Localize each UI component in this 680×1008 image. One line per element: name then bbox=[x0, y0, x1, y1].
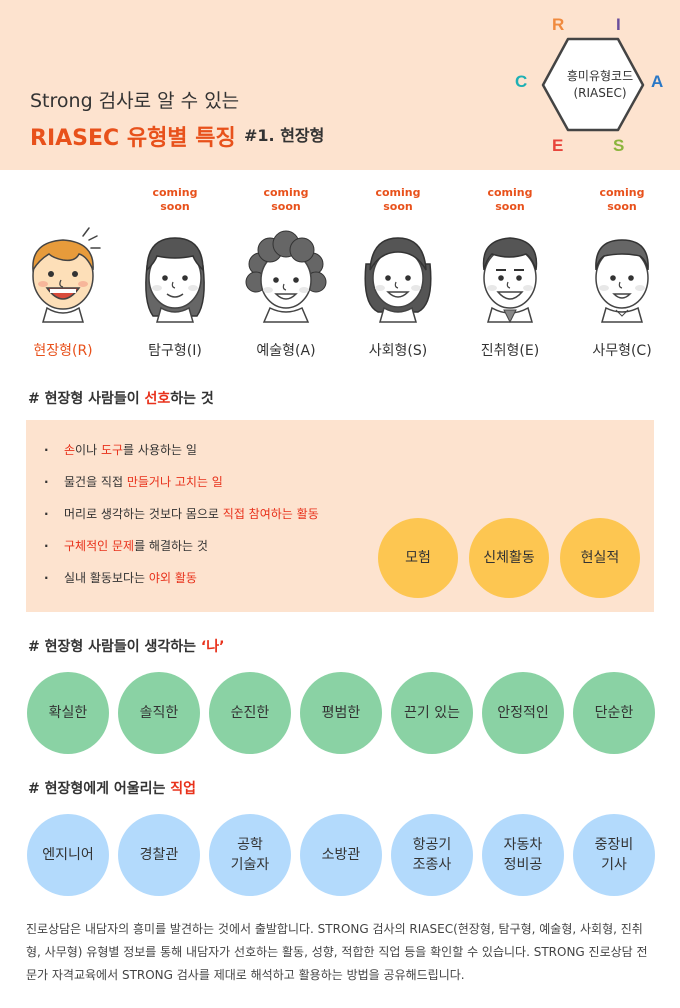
hex-letter-a: A bbox=[651, 72, 664, 91]
job-circle: 항공기 조종사 bbox=[391, 814, 473, 896]
investigative-character-icon bbox=[145, 237, 205, 323]
hex-letter-c: C bbox=[515, 72, 528, 91]
trait-circle: 끈기 있는 bbox=[391, 672, 473, 754]
type-label-a[interactable]: 예술형(A) bbox=[256, 343, 316, 359]
preferences-list: 손이나 도구를 사용하는 일물건을 직접 만들거나 고치는 일머리로 생각하는 … bbox=[44, 434, 384, 594]
conventional-character-icon bbox=[595, 239, 649, 323]
page-title: RIASEC 유형별 특징 bbox=[30, 126, 236, 151]
trait-circle: 솔직한 bbox=[118, 672, 200, 754]
trait-circle: 순진한 bbox=[209, 672, 291, 754]
footer-description: 진로상담은 내담자의 흥미를 발견하는 것에서 출발합니다. STRONG 검사… bbox=[26, 922, 648, 982]
type-label-i[interactable]: 탐구형(I) bbox=[148, 343, 202, 359]
job-circle: 경찰관 bbox=[118, 814, 200, 896]
job-circle: 소방관 bbox=[300, 814, 382, 896]
preference-item: 구체적인 문제를 해결하는 것 bbox=[44, 530, 384, 562]
coming-soon-label: coming soon bbox=[599, 186, 645, 213]
type-card-i: coming soon bbox=[120, 186, 230, 324]
preference-text: 실내 활동보다는 bbox=[64, 571, 149, 585]
preference-text: 직접 참여하는 활동 bbox=[222, 507, 319, 521]
preference-text: 구체적인 문제 bbox=[64, 539, 135, 553]
page-title-number: #1. 현장형 bbox=[244, 126, 325, 145]
trait-circle: 평범한 bbox=[300, 672, 382, 754]
preference-item: 머리로 생각하는 것보다 몸으로 직접 참여하는 활동 bbox=[44, 498, 384, 530]
keyword-circle: 현실적 bbox=[560, 518, 640, 598]
section-jobs-title: # 현장형에게 어울리는 직업 bbox=[28, 781, 197, 797]
trait-circle: 단순한 bbox=[573, 672, 655, 754]
type-card-a: coming soon bbox=[231, 186, 341, 324]
preference-text: 만들거나 고치는 일 bbox=[126, 475, 223, 489]
job-circle: 중장비 기사 bbox=[573, 814, 655, 896]
section-self-image-title: # 현장형 사람들이 생각하는 ‘나’ bbox=[28, 639, 225, 655]
realistic-character-icon bbox=[32, 227, 101, 323]
preference-item: 실내 활동보다는 야외 활동 bbox=[44, 562, 384, 594]
keyword-circle: 신체활동 bbox=[469, 518, 549, 598]
coming-soon-label: coming soon bbox=[152, 186, 198, 213]
type-label-e[interactable]: 진취형(E) bbox=[480, 343, 540, 359]
coming-soon-label: coming soon bbox=[375, 186, 421, 213]
job-circle: 엔지니어 bbox=[27, 814, 109, 896]
preference-text: 물건을 직접 bbox=[64, 475, 127, 489]
page-subtitle: Strong 검사로 알 수 있는 bbox=[30, 90, 240, 112]
preferences-box: 손이나 도구를 사용하는 일물건을 직접 만들거나 고치는 일머리로 생각하는 … bbox=[26, 420, 654, 612]
header-banner: Strong 검사로 알 수 있는 RIASEC 유형별 특징 #1. 현장형 … bbox=[0, 0, 680, 170]
keyword-circle: 모험 bbox=[378, 518, 458, 598]
coming-soon-label: coming soon bbox=[487, 186, 533, 213]
hex-letter-r: R bbox=[552, 15, 565, 34]
job-circle: 자동차 정비공 bbox=[482, 814, 564, 896]
type-label-s[interactable]: 사회형(S) bbox=[368, 343, 428, 359]
hex-letter-i: I bbox=[616, 15, 621, 34]
artistic-character-icon bbox=[245, 230, 327, 323]
preference-text: 를 해결하는 것 bbox=[134, 539, 208, 553]
preference-item: 물건을 직접 만들거나 고치는 일 bbox=[44, 466, 384, 498]
type-label-c[interactable]: 사무형(C) bbox=[592, 343, 652, 359]
trait-circle: 확실한 bbox=[27, 672, 109, 754]
hexagon-text: 흥미유형코드 (RIASEC) bbox=[566, 69, 634, 100]
preference-text: 야외 활동 bbox=[148, 571, 197, 585]
social-character-icon bbox=[364, 237, 432, 323]
preference-text: 도구 bbox=[100, 443, 124, 457]
preference-item: 손이나 도구를 사용하는 일 bbox=[44, 434, 384, 466]
type-card-e: coming soon bbox=[455, 186, 565, 324]
riasec-hexagon: 흥미유형코드 (RIASEC) R I A S E C bbox=[510, 8, 670, 158]
type-card-r bbox=[8, 186, 118, 324]
hex-letter-e: E bbox=[552, 136, 564, 155]
section-preferences-title: # 현장형 사람들이 선호하는 것 bbox=[28, 391, 214, 407]
preference-text: 머리로 생각하는 것보다 몸으로 bbox=[64, 507, 223, 521]
type-card-s: coming soon bbox=[343, 186, 453, 324]
preference-text: 이나 bbox=[75, 443, 101, 457]
coming-soon-label: coming soon bbox=[263, 186, 309, 213]
trait-circle: 안정적인 bbox=[482, 672, 564, 754]
enterprising-character-icon bbox=[482, 237, 538, 324]
preference-text: 손 bbox=[64, 443, 76, 457]
job-circle: 공학 기술자 bbox=[209, 814, 291, 896]
hexagon-shape bbox=[541, 37, 645, 132]
hex-letter-s: S bbox=[613, 136, 625, 155]
type-label-r[interactable]: 현장형(R) bbox=[33, 343, 93, 359]
coming-soon-label bbox=[8, 186, 118, 216]
preference-text: 를 사용하는 일 bbox=[123, 443, 197, 457]
type-card-c: coming soon bbox=[567, 186, 677, 324]
